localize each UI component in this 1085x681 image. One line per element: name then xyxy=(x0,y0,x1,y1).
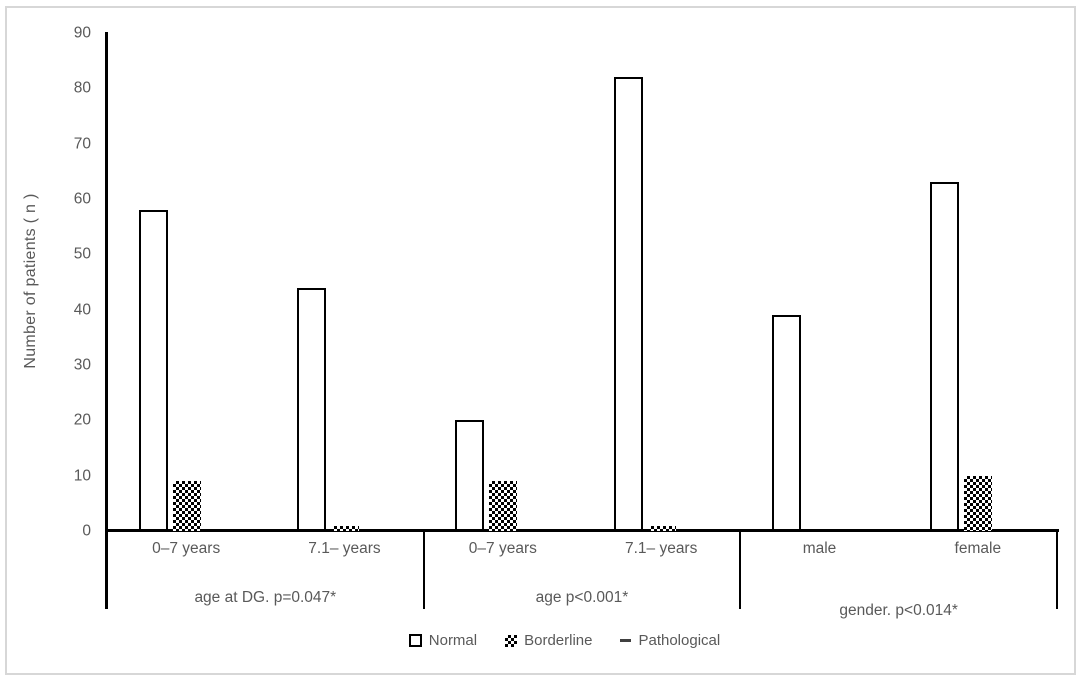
bar-normal xyxy=(296,287,326,531)
bar-borderline xyxy=(172,481,201,531)
y-axis-title: Number of patients ( n ) xyxy=(22,193,39,369)
legend-label: Normal xyxy=(428,632,478,649)
bar-borderline xyxy=(489,481,518,531)
legend-item-borderline: Borderline xyxy=(505,632,592,649)
bar-normal xyxy=(771,315,801,531)
figure-frame xyxy=(5,6,1076,675)
legend-item-pathological: Pathological xyxy=(620,632,720,649)
y-tick-label: 60 xyxy=(73,190,91,208)
y-tick-label: 0 xyxy=(82,522,91,540)
legend-label: Pathological xyxy=(638,632,721,649)
category-slot xyxy=(899,33,1057,531)
bar-normal xyxy=(930,182,960,531)
bar-borderline xyxy=(330,525,359,531)
category-label: female xyxy=(954,540,1002,557)
bar-borderline xyxy=(964,475,993,531)
category-label: 0–7 years xyxy=(468,540,537,557)
y-tick-label: 40 xyxy=(73,300,91,318)
y-tick-label: 30 xyxy=(73,356,91,374)
bar-normal xyxy=(613,77,643,531)
white-square-icon xyxy=(408,634,422,647)
group-divider xyxy=(1056,530,1058,609)
bar-normal xyxy=(138,210,168,531)
category-label: 7.1– years xyxy=(624,540,698,557)
group-label: age p<0.001* xyxy=(535,589,629,606)
legend-label: Borderline xyxy=(524,632,593,649)
group-label: gender. p<0.014* xyxy=(839,602,958,619)
y-tick-label: 70 xyxy=(73,134,91,152)
checker-square-icon xyxy=(505,634,518,647)
bar-normal xyxy=(455,420,485,531)
group-divider xyxy=(739,530,742,609)
y-axis-line xyxy=(105,32,108,609)
y-tick-label: 50 xyxy=(73,245,91,263)
y-tick-label: 80 xyxy=(73,79,91,97)
group-divider xyxy=(422,530,425,609)
category-label: 0–7 years xyxy=(152,540,221,557)
y-tick-label: 90 xyxy=(73,24,91,42)
x-axis-line xyxy=(105,529,1059,532)
y-tick-label: 20 xyxy=(73,411,91,429)
category-slot xyxy=(582,33,740,531)
category-slot xyxy=(265,33,423,531)
category-label: male xyxy=(802,540,837,557)
plot-area xyxy=(107,33,1057,531)
category-slot xyxy=(740,33,898,531)
bar-borderline xyxy=(647,525,676,531)
category-slot xyxy=(424,33,582,531)
y-tick-label: 10 xyxy=(73,466,91,484)
category-label: 7.1– years xyxy=(308,540,381,557)
group-label: age at DG. p=0.047* xyxy=(194,589,337,606)
legend: Normal Borderline Pathological xyxy=(22,632,1085,649)
legend-item-normal: Normal xyxy=(408,632,478,649)
dash-icon xyxy=(620,639,632,642)
category-slot xyxy=(107,33,265,531)
